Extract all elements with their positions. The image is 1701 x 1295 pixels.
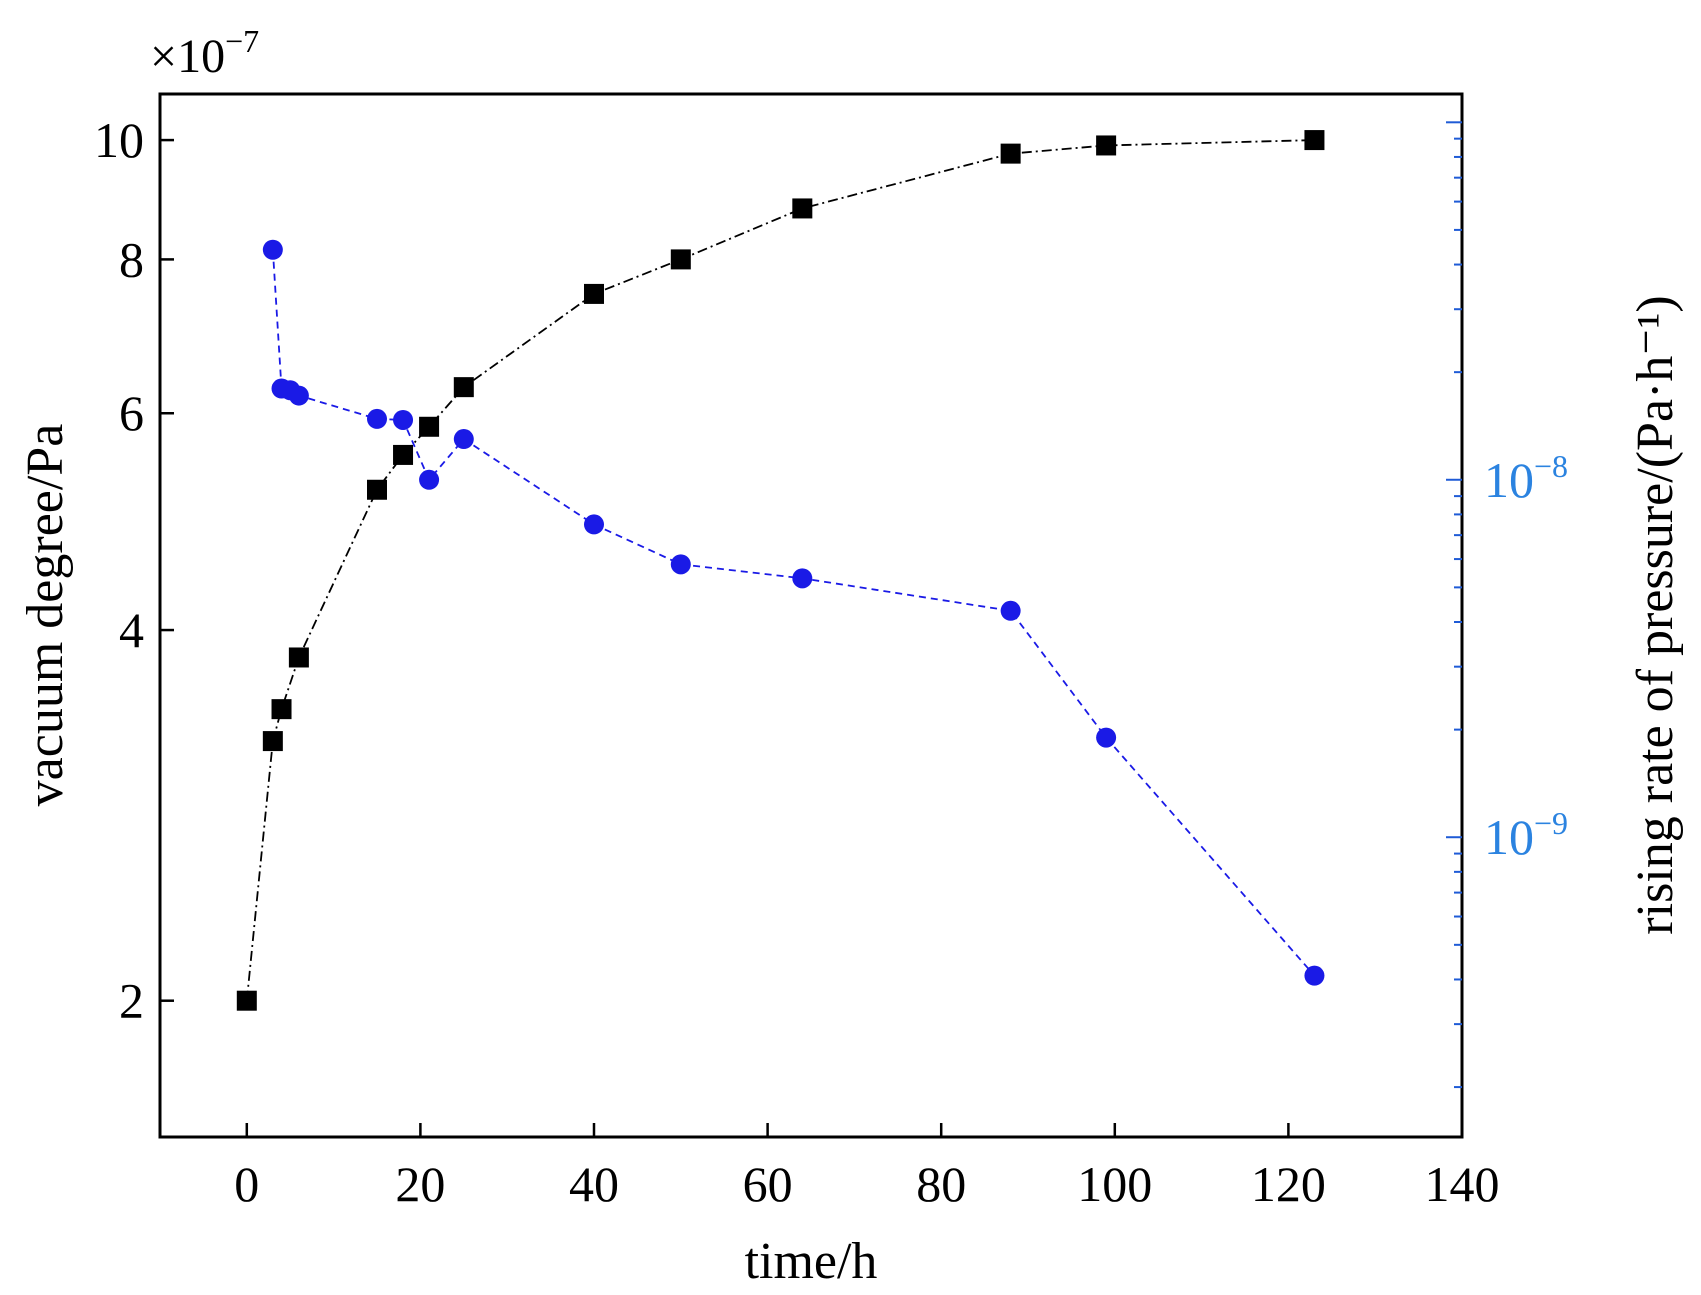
square-marker <box>236 990 257 1011</box>
x-tick-label: 60 <box>743 1156 793 1212</box>
circle-marker <box>792 568 813 589</box>
x-axis-title: time/h <box>745 1233 878 1290</box>
x-tick-label: 120 <box>1251 1156 1326 1212</box>
square-marker <box>453 377 474 398</box>
circle-marker <box>419 469 440 490</box>
square-marker <box>792 198 813 219</box>
series-layer <box>236 130 1325 1011</box>
left-tick-label: 10 <box>94 112 144 168</box>
left-tick-label: 6 <box>119 385 144 441</box>
x-tick-label: 100 <box>1077 1156 1152 1212</box>
x-tick-label: 20 <box>395 1156 445 1212</box>
circle-marker <box>288 385 309 406</box>
circle-marker <box>262 239 283 260</box>
x-tick-label: 40 <box>569 1156 619 1212</box>
right-axis-ticks: 10−8 10−9 <box>1446 121 1568 1089</box>
circle-marker <box>367 408 387 429</box>
circle-marker <box>584 514 604 535</box>
right-series-line <box>271 249 1316 977</box>
square-marker <box>1000 143 1021 164</box>
square-marker <box>1096 135 1117 156</box>
circle-marker <box>453 429 474 450</box>
left-axis-title: vacuum degree/Pa <box>17 424 74 807</box>
right-axis-title: rising rate of pressure/(Pa·h⁻¹) <box>1627 295 1684 934</box>
x-tick-label: 0 <box>234 1156 259 1212</box>
square-marker <box>670 249 691 270</box>
square-marker <box>367 479 387 500</box>
left-tick-label: 2 <box>119 973 144 1029</box>
x-tick-label: 140 <box>1425 1156 1500 1212</box>
x-tick-label: 80 <box>916 1156 966 1212</box>
left-axis-multiplier: ×10−7 <box>150 23 259 83</box>
left-tick-label: 8 <box>119 231 144 287</box>
left-series-line <box>245 139 1315 1001</box>
square-marker <box>262 731 283 752</box>
circle-marker <box>670 554 691 575</box>
circle-marker <box>1000 600 1021 621</box>
square-marker <box>271 699 292 720</box>
plot-frame <box>158 92 1464 1139</box>
left-axis-ticks: 2 4 6 8 10 <box>94 112 174 1029</box>
right-tick-label: 10−8 <box>1484 448 1568 508</box>
right-tick-label: 10−9 <box>1484 805 1568 865</box>
x-axis-ticks: 0 20 40 60 80 100 120 140 <box>234 1123 1500 1212</box>
left-tick-label: 4 <box>119 602 144 658</box>
circle-marker <box>393 409 414 430</box>
circle-marker <box>1304 965 1325 986</box>
square-marker <box>288 647 309 668</box>
square-marker <box>584 283 604 304</box>
square-marker <box>1304 130 1325 151</box>
square-marker <box>393 444 414 465</box>
circle-marker <box>1096 727 1117 748</box>
square-marker <box>419 416 440 437</box>
